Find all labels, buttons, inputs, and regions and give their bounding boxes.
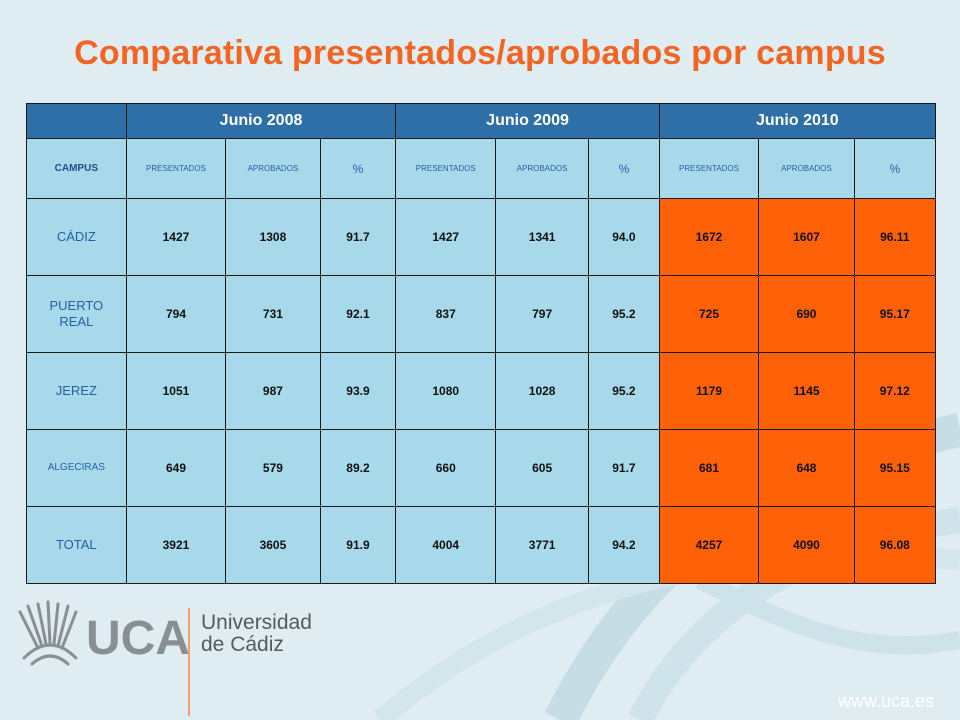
table-cell: 91.7: [319, 198, 397, 276]
comparison-table: Junio 2008 Junio 2009 Junio 2010 CAMPUS …: [26, 103, 937, 584]
logo-divider: [188, 608, 190, 716]
table-cell: 89.2: [319, 429, 397, 507]
table-cell: 1028: [495, 352, 590, 430]
table-cell-highlight: 1145: [758, 352, 855, 430]
table-cell: 1427: [125, 198, 227, 276]
table-cell: 1308: [225, 198, 321, 276]
uca-logo: UCA: [18, 600, 190, 666]
year-header-2009: Junio 2009: [395, 103, 660, 139]
table-cell-highlight: 96.11: [853, 198, 937, 276]
campus-name: CÁDIZ: [26, 198, 127, 276]
uca-brand-text: UCA: [86, 612, 190, 665]
table-cell: 1080: [395, 352, 497, 430]
table-cell: 95.2: [588, 352, 660, 430]
table-cell-highlight: 690: [758, 275, 855, 353]
table-cell: 95.2: [588, 275, 660, 353]
footer-url: www.uca.es: [837, 691, 934, 711]
table-cell: 794: [125, 275, 227, 353]
table-cell: 92.1: [319, 275, 397, 353]
table-cell: 3605: [225, 506, 321, 584]
table-cell: 1427: [395, 198, 497, 276]
table-row-jerez: JEREZ 1051 987 93.9 1080 1028 95.2 1179 …: [26, 352, 937, 430]
table-cell: 3921: [125, 506, 227, 584]
table-cell: 1051: [125, 352, 227, 430]
presentados-header: PRESENTADOS: [125, 138, 227, 199]
year-header-2010: Junio 2010: [658, 103, 937, 139]
aprobados-header: APROBADOS: [225, 138, 321, 199]
campus-name: JEREZ: [26, 352, 127, 430]
table-cell: 649: [125, 429, 227, 507]
campus-column-header: CAMPUS: [26, 138, 127, 199]
table-cell: 3771: [495, 506, 590, 584]
table-cell: 94.0: [588, 198, 660, 276]
table-cell-highlight: 97.12: [853, 352, 937, 430]
campus-name: PUERTO REAL: [26, 275, 127, 353]
aprobados-header: APROBADOS: [758, 138, 855, 199]
table-row-total: TOTAL 3921 3605 91.9 4004 3771 94.2 4257…: [26, 506, 937, 584]
table-cell: 797: [495, 275, 590, 353]
presentados-header: PRESENTADOS: [658, 138, 760, 199]
university-name: Universidad de Cádiz: [201, 612, 312, 656]
table-cell-highlight: 4257: [658, 506, 760, 584]
university-name-line2: de Cádiz: [201, 633, 284, 656]
table-cell: 987: [225, 352, 321, 430]
corner-cell: [26, 103, 127, 139]
table-cell: 94.2: [588, 506, 660, 584]
uca-emblem-icon: [18, 600, 78, 666]
table-cell: 93.9: [319, 352, 397, 430]
table-cell: 91.9: [319, 506, 397, 584]
table-cell: 837: [395, 275, 497, 353]
presentados-header: PRESENTADOS: [395, 138, 497, 199]
table-cell-highlight: 681: [658, 429, 760, 507]
table-cell-highlight: 96.08: [853, 506, 937, 584]
table-cell-highlight: 4090: [758, 506, 855, 584]
column-header-row: CAMPUS PRESENTADOS APROBADOS % PRESENTAD…: [26, 138, 937, 199]
table-cell-highlight: 95.15: [853, 429, 937, 507]
table-cell-highlight: 95.17: [853, 275, 937, 353]
table-cell: 91.7: [588, 429, 660, 507]
table-cell: 660: [395, 429, 497, 507]
table-cell: 731: [225, 275, 321, 353]
table-cell: 4004: [395, 506, 497, 584]
table-cell: 605: [495, 429, 590, 507]
page-title: Comparativa presentados/aprobados por ca…: [74, 34, 886, 72]
campus-name: TOTAL: [26, 506, 127, 584]
table-row-algeciras: ALGECIRAS 649 579 89.2 660 605 91.7 681 …: [26, 429, 937, 507]
percent-header: %: [853, 138, 937, 199]
university-name-line1: Universidad: [201, 611, 312, 634]
campus-name: ALGECIRAS: [26, 429, 127, 507]
table-cell-highlight: 648: [758, 429, 855, 507]
table-cell-highlight: 725: [658, 275, 760, 353]
percent-header: %: [319, 138, 397, 199]
table-cell: 579: [225, 429, 321, 507]
table-cell-highlight: 1672: [658, 198, 760, 276]
percent-header: %: [588, 138, 660, 199]
table-row-cadiz: CÁDIZ 1427 1308 91.7 1427 1341 94.0 1672…: [26, 198, 937, 276]
aprobados-header: APROBADOS: [495, 138, 590, 199]
table-row-puerto-real: PUERTO REAL 794 731 92.1 837 797 95.2 72…: [26, 275, 937, 353]
table-cell-highlight: 1179: [658, 352, 760, 430]
table-cell: 1341: [495, 198, 590, 276]
year-header-row: Junio 2008 Junio 2009 Junio 2010: [26, 103, 937, 139]
table-cell-highlight: 1607: [758, 198, 855, 276]
year-header-2008: Junio 2008: [125, 103, 397, 139]
